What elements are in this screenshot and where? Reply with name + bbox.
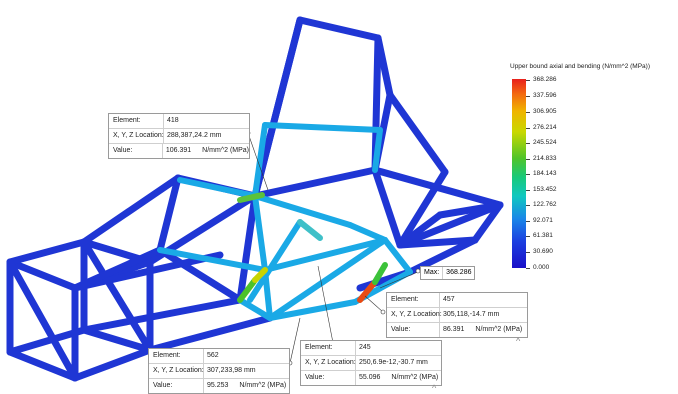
max-stress-label[interactable]: Max: 368.286	[420, 266, 476, 280]
legend-tick-mark	[526, 236, 530, 237]
probe-label: X, Y, Z Location:	[149, 364, 204, 378]
max-label-text: Max:	[421, 267, 444, 279]
probe-unit: N/mm^2 (MPa)	[391, 374, 439, 381]
probe-label: X, Y, Z Location:	[109, 129, 164, 143]
legend-tick-mark	[526, 205, 530, 206]
probe-label: X, Y, Z Location:	[387, 308, 442, 322]
probe-row-location: X, Y, Z Location: 288,387,24.2 mm	[109, 129, 249, 144]
probe-row-location: X, Y, Z Location: 305,118,-14.7 mm	[387, 308, 527, 323]
probe-value: 250,6.9e-12,-30.7 mm	[359, 359, 428, 366]
legend-title: Upper bound axial and bending (N/mm^2 (M…	[510, 63, 650, 70]
probe-value: 307,233,98 mm	[207, 367, 256, 374]
probe-box-245[interactable]: Element: 245 X, Y, Z Location: 250,6.9e-12…	[300, 340, 442, 386]
probe-box-457[interactable]: Element: 457 X, Y, Z Location: 305,118,-14…	[386, 292, 528, 338]
probe-row-location: X, Y, Z Location: 250,6.9e-12,-30.7 mm	[301, 356, 441, 371]
probe-value: 86.391	[443, 326, 465, 333]
probe-row-location: X, Y, Z Location: 307,233,98 mm	[149, 364, 289, 379]
probe-row-element: Element: 562	[149, 349, 289, 364]
legend-tick: 30.690	[533, 248, 553, 255]
legend-tick: 61.381	[533, 232, 553, 239]
legend-tick: 153.452	[533, 186, 557, 193]
probe-row-element: Element: 457	[387, 293, 527, 308]
legend-tick: 306.905	[533, 108, 557, 115]
legend-tick: 245.524	[533, 139, 557, 146]
probe-unit: N/mm^2 (MPa)	[475, 326, 523, 333]
probe-label: Element:	[301, 341, 356, 355]
probe-row-value: Value: 95.253 N/mm^2 (MPa)	[149, 379, 289, 393]
probe-value: 288,387,24.2 mm	[167, 132, 222, 139]
probe-value: 418	[167, 117, 179, 124]
legend-tick-mark	[526, 143, 530, 144]
legend-color-bar	[512, 79, 526, 268]
probe-row-value: Value: 55.096 N/mm^2 (MPa)	[301, 371, 441, 385]
legend-tick-mark	[526, 221, 530, 222]
probe-row-element: Element: 245	[301, 341, 441, 356]
legend-tick-mark	[526, 190, 530, 191]
probe-box-418[interactable]: Element: 418 X, Y, Z Location: 288,387,24.…	[108, 113, 250, 159]
legend-tick: 214.833	[533, 155, 557, 162]
legend-tick-mark	[526, 96, 530, 97]
legend-tick-mark	[526, 252, 530, 253]
legend-tick: 122.762	[533, 201, 557, 208]
chevron-up-icon[interactable]: ^	[432, 383, 437, 393]
probe-label: X, Y, Z Location:	[301, 356, 356, 370]
probe-label: Value:	[149, 379, 204, 393]
legend-tick-mark	[526, 174, 530, 175]
legend-tick-mark	[526, 112, 530, 113]
probe-label: Value:	[301, 371, 356, 385]
probe-label: Element:	[387, 293, 440, 307]
legend-tick-mark	[526, 80, 530, 81]
probe-value: 305,118,-14.7 mm	[443, 311, 500, 318]
legend-tick-mark	[526, 268, 530, 269]
probe-row-value: Value: 86.391 N/mm^2 (MPa)	[387, 323, 527, 337]
probe-value: 95.253	[207, 382, 229, 389]
legend-tick: 92.071	[533, 217, 553, 224]
legend-tick-mark	[526, 159, 530, 160]
legend-tick: 184.143	[533, 170, 557, 177]
probe-value: 562	[207, 352, 219, 359]
probe-value: 457	[443, 296, 455, 303]
probe-unit: N/mm^2 (MPa)	[202, 147, 249, 154]
probe-value: 55.096	[359, 374, 381, 381]
chevron-up-icon[interactable]: ^	[516, 336, 521, 346]
probe-label: Element:	[149, 349, 204, 363]
probe-label: Value:	[387, 323, 440, 337]
legend-tick: 0.000	[533, 264, 550, 271]
probe-row-value: Value: 106.391 N/mm^2 (MPa)	[109, 144, 249, 158]
probe-row-element: Element: 418	[109, 114, 249, 129]
legend-tick-mark	[526, 128, 530, 129]
probe-label: Element:	[109, 114, 164, 128]
probe-unit: N/mm^2 (MPa)	[239, 382, 287, 389]
probe-label: Value:	[109, 144, 163, 158]
legend-tick: 337.596	[533, 92, 557, 99]
legend-tick: 368.286	[533, 76, 557, 83]
probe-value: 106.391	[165, 147, 192, 154]
probe-box-562[interactable]: Element: 562 X, Y, Z Location: 307,233,98 …	[148, 348, 290, 394]
max-label-value: 368.286	[446, 269, 472, 276]
probe-value: 245	[359, 344, 371, 351]
legend-tick: 276.214	[533, 124, 557, 131]
